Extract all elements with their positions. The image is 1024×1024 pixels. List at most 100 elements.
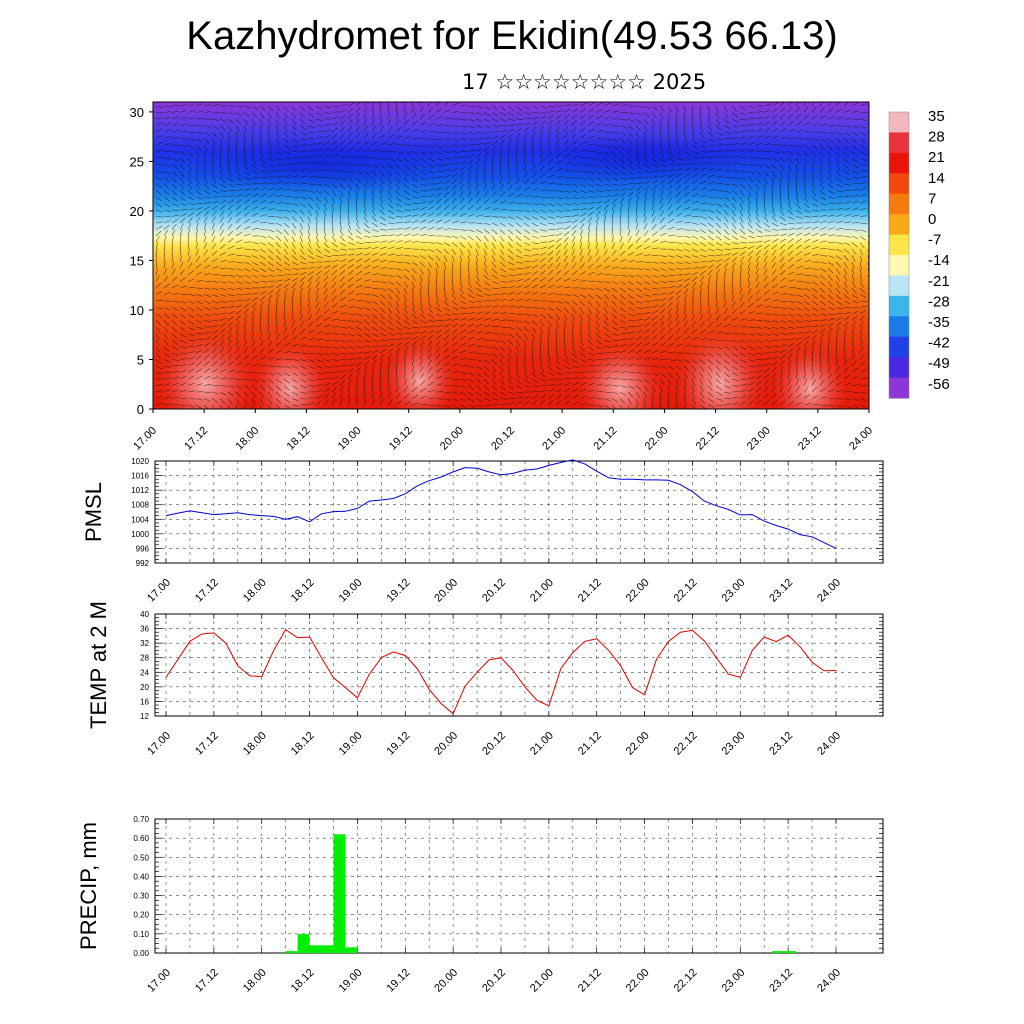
y-tick-label: 0.00 <box>133 949 149 958</box>
y-tick-label: 0.20 <box>133 911 149 920</box>
x-tick-label: 17.00 <box>145 730 173 758</box>
x-tick-label: 22.00 <box>643 425 671 453</box>
y-tick-label: 40 <box>140 610 149 619</box>
y-tick-label: 32 <box>140 639 149 648</box>
y-tick-label: 24 <box>140 668 149 677</box>
warm-core <box>153 314 257 409</box>
y-tick-label: 36 <box>140 625 149 634</box>
x-tick-label: 18.00 <box>233 425 261 453</box>
panel-frame <box>154 818 884 954</box>
x-tick-label: 19.12 <box>387 425 415 453</box>
precip-bar <box>345 947 358 953</box>
x-tick-label: 22.12 <box>672 730 700 758</box>
y-tick-label: 10 <box>130 303 144 318</box>
x-tick-label: 19.12 <box>384 577 412 605</box>
y-ticks <box>155 613 883 717</box>
colorbar-swatch <box>889 357 909 379</box>
x-tick-label: 21.12 <box>591 425 619 453</box>
panel-frame <box>154 613 884 717</box>
y-tick-label: 12 <box>140 712 149 721</box>
warm-core <box>770 335 850 409</box>
y-tick-label: 992 <box>136 559 150 568</box>
colorbar-swatch <box>889 173 909 195</box>
x-tick-label: 23.12 <box>796 425 824 453</box>
x-tick-label: 18.00 <box>241 967 269 995</box>
x-tick-label: 24.00 <box>815 967 843 995</box>
colorbar-swatch <box>889 255 909 277</box>
cold-core <box>530 134 750 182</box>
x-tick-label: 18.00 <box>241 577 269 605</box>
warm-core <box>250 328 330 409</box>
x-tick-label: 17.00 <box>145 577 173 605</box>
x-tick-label: 20.00 <box>432 967 460 995</box>
x-tick-label: 17.12 <box>182 425 210 453</box>
y-tick-label: 0.40 <box>133 872 149 881</box>
x-tick-label: 21.00 <box>528 577 556 605</box>
x-tick-label: 23.12 <box>767 967 795 995</box>
x-tick-label: 24.00 <box>815 577 843 605</box>
x-tick-label: 21.12 <box>576 967 604 995</box>
y-tick-label: 1020 <box>131 457 149 466</box>
colorbar-swatch <box>889 234 909 256</box>
y-tick-label: 20 <box>130 204 144 219</box>
y-ticks <box>155 818 883 954</box>
x-tick-label: 20.12 <box>480 730 508 758</box>
wind-vector-field <box>155 102 869 409</box>
x-tick-label: 18.12 <box>285 425 313 453</box>
y-tick-label: 0 <box>137 402 144 417</box>
x-tick-label: 20.12 <box>480 577 508 605</box>
colorbar-swatch <box>889 336 909 358</box>
y-axis-label: TEMP at 2 M <box>86 601 111 729</box>
colorbar-label: 7 <box>928 190 936 207</box>
x-tick-label: 17.12 <box>193 730 221 758</box>
x-tick-label: 18.12 <box>289 577 317 605</box>
y-tick-label: 0.60 <box>133 834 149 843</box>
x-tick-label: 17.00 <box>131 425 159 453</box>
y-tick-label: 996 <box>136 544 150 553</box>
x-tick-label: 21.00 <box>528 967 556 995</box>
y-tick-label: 0.70 <box>133 815 149 824</box>
y-tick-label: 20 <box>140 683 149 692</box>
x-tick-label: 21.12 <box>576 730 604 758</box>
date-subtitle: 17 ☆☆☆☆☆☆☆☆ 2025 <box>462 70 707 94</box>
x-tick-label: 20.12 <box>480 967 508 995</box>
colorbar-label: -21 <box>928 273 950 290</box>
x-tick-label: 22.12 <box>672 577 700 605</box>
grid <box>155 613 883 717</box>
colorbar-label: 0 <box>928 211 936 228</box>
x-tick-label: 18.12 <box>289 730 317 758</box>
wind-vectors <box>155 102 869 409</box>
colorbar-label: -49 <box>928 355 950 372</box>
colorbar-label: -56 <box>928 376 950 393</box>
y-tick-label: 30 <box>130 105 144 120</box>
y-tick-label: 1004 <box>131 515 149 524</box>
page-title: Kazhydromet for Ekidin(49.53 66.13) <box>186 14 838 58</box>
y-axis-label: PRECIP, mm <box>76 822 101 950</box>
precip-bar <box>309 945 322 953</box>
x-tick-label: 18.00 <box>241 730 269 758</box>
precip-bar <box>321 945 334 953</box>
y-tick-label: 15 <box>130 253 144 268</box>
series-line <box>165 628 837 715</box>
panel-frame <box>154 460 884 564</box>
grid <box>155 460 883 564</box>
precip-bar <box>772 951 785 953</box>
x-tick-label: 20.12 <box>489 425 517 453</box>
x-tick-label: 22.12 <box>672 967 700 995</box>
colorbar-swatch <box>889 132 909 154</box>
temperature-panel: 12 16 20 24 28 32 36 40 17.00 17.12 18.00 18.12 19.0… <box>86 601 884 758</box>
y-tick-label: 16 <box>140 697 149 706</box>
precip-bar <box>285 951 298 953</box>
x-tick-label: 23.00 <box>719 967 747 995</box>
x-tick-label: 18.12 <box>289 967 317 995</box>
x-tick-label: 22.00 <box>624 577 652 605</box>
x-tick-label: 23.12 <box>767 577 795 605</box>
colorbar-swatch <box>889 193 909 215</box>
x-tick-label: 23.00 <box>719 577 747 605</box>
colorbar-swatch <box>889 152 909 174</box>
colorbar-label: -14 <box>928 252 950 269</box>
y-tick-label: 0.30 <box>133 892 149 901</box>
colorbar: 35 28 21 14 7 0 -7 -14 -21 -28 -35 -42 -49 -56 <box>888 108 950 399</box>
y-tick-label: 1008 <box>131 501 149 510</box>
